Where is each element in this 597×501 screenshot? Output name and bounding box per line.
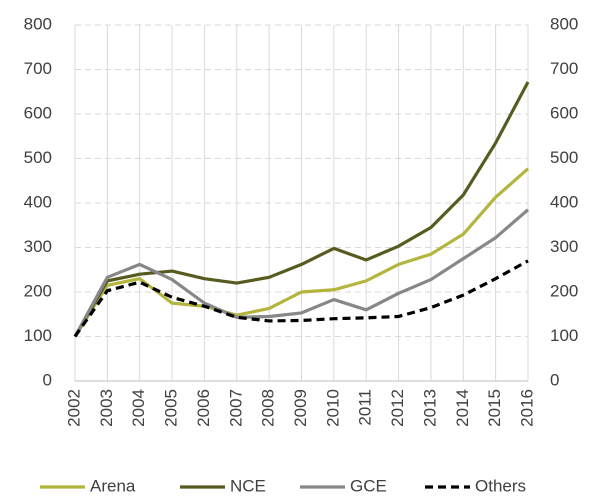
y2-tick-label: 600 <box>550 103 578 122</box>
x-tick-label: 2003 <box>97 389 116 427</box>
x-tick-label: 2016 <box>517 389 536 427</box>
y2-tick-label: 100 <box>550 326 578 345</box>
x-tick-label: 2012 <box>388 389 407 427</box>
y2-tick-label: 400 <box>550 192 578 211</box>
y-tick-label: 800 <box>24 14 52 33</box>
x-tick-label: 2013 <box>420 389 439 427</box>
x-tick-label: 2007 <box>226 389 245 427</box>
y-tick-label: 200 <box>24 281 52 300</box>
y2-tick-label: 200 <box>550 281 578 300</box>
y-tick-label: 300 <box>24 237 52 256</box>
x-tick-label: 2014 <box>453 389 472 427</box>
y2-tick-label: 300 <box>550 237 578 256</box>
legend-label: Others <box>475 476 526 495</box>
y2-tick-label: 800 <box>550 14 578 33</box>
series-line <box>73 81 530 338</box>
y-tick-label: 400 <box>24 192 52 211</box>
legend-label: NCE <box>230 476 266 495</box>
x-tick-label: 2004 <box>129 389 148 427</box>
x-tick-label: 2008 <box>259 389 278 427</box>
x-tick-label: 2010 <box>323 389 342 427</box>
x-tick-label: 2005 <box>162 389 181 427</box>
y2-tick-label: 700 <box>550 59 578 78</box>
legend-label: Arena <box>90 476 136 495</box>
x-tick-label: 2002 <box>64 389 83 427</box>
y-tick-label: 0 <box>43 370 52 389</box>
legend-label: GCE <box>350 476 387 495</box>
y-tick-label: 100 <box>24 326 52 345</box>
y2-tick-label: 500 <box>550 148 578 167</box>
x-tick-label: 2015 <box>485 389 504 427</box>
y-tick-label: 500 <box>24 148 52 167</box>
y-tick-label: 600 <box>24 103 52 122</box>
x-tick-label: 2009 <box>291 389 310 427</box>
series-line <box>73 167 530 338</box>
x-tick-label: 2006 <box>194 389 213 427</box>
y2-tick-label: 0 <box>550 370 559 389</box>
series-line <box>73 208 530 338</box>
x-tick-label: 2011 <box>356 389 375 426</box>
y-tick-label: 700 <box>24 59 52 78</box>
